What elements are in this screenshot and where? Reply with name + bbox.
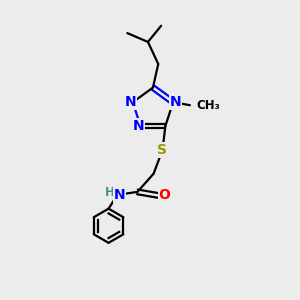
Text: N: N [114,188,126,202]
Text: S: S [158,143,167,157]
Text: H: H [105,186,115,199]
Text: CH₃: CH₃ [197,99,220,112]
Text: N: N [132,119,144,133]
Text: O: O [159,188,170,203]
Text: N: N [124,95,136,109]
Text: N: N [169,95,181,109]
